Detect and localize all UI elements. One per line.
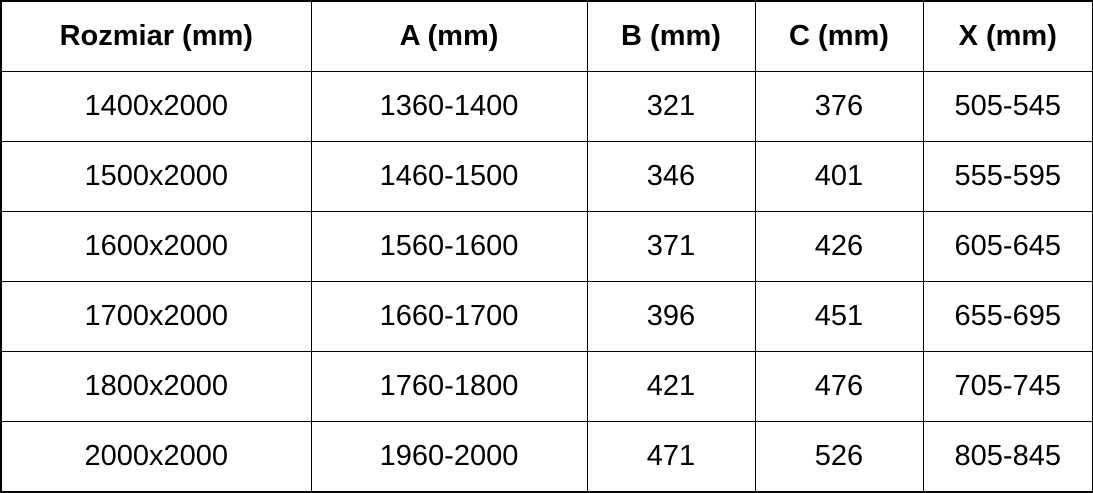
header-c: C (mm) [754, 0, 924, 72]
cell-b: 421 [586, 351, 756, 422]
table-row: 1600x2000 1560-1600 371 426 605-645 [0, 211, 1093, 282]
table-row: 2000x2000 1960-2000 471 526 805-845 [0, 421, 1093, 493]
cell-a: 1960-2000 [310, 421, 588, 493]
cell-x: 805-845 [922, 421, 1093, 493]
cell-c: 476 [754, 351, 924, 422]
cell-x: 605-645 [922, 211, 1093, 282]
header-x: X (mm) [922, 0, 1093, 72]
cell-x: 655-695 [922, 281, 1093, 352]
cell-a: 1560-1600 [310, 211, 588, 282]
cell-a: 1360-1400 [310, 71, 588, 142]
table-row: 1800x2000 1760-1800 421 476 705-745 [0, 351, 1093, 422]
cell-b: 371 [586, 211, 756, 282]
header-a: A (mm) [310, 0, 588, 72]
header-row: Rozmiar (mm) A (mm) B (mm) C (mm) X (mm) [0, 0, 1093, 72]
cell-size: 2000x2000 [0, 421, 312, 493]
cell-c: 401 [754, 141, 924, 212]
header-b: B (mm) [586, 0, 756, 72]
cell-c: 376 [754, 71, 924, 142]
cell-c: 426 [754, 211, 924, 282]
cell-b: 321 [586, 71, 756, 142]
cell-a: 1460-1500 [310, 141, 588, 212]
cell-size: 1400x2000 [0, 71, 312, 142]
table-row: 1700x2000 1660-1700 396 451 655-695 [0, 281, 1093, 352]
cell-x: 555-595 [922, 141, 1093, 212]
cell-c: 526 [754, 421, 924, 493]
header-size: Rozmiar (mm) [0, 0, 312, 72]
cell-b: 396 [586, 281, 756, 352]
cell-size: 1600x2000 [0, 211, 312, 282]
cell-b: 346 [586, 141, 756, 212]
cell-x: 505-545 [922, 71, 1093, 142]
cell-c: 451 [754, 281, 924, 352]
cell-x: 705-745 [922, 351, 1093, 422]
table-row: 1400x2000 1360-1400 321 376 505-545 [0, 71, 1093, 142]
cell-a: 1760-1800 [310, 351, 588, 422]
cell-size: 1500x2000 [0, 141, 312, 212]
cell-a: 1660-1700 [310, 281, 588, 352]
cell-size: 1800x2000 [0, 351, 312, 422]
table-row: 1500x2000 1460-1500 346 401 555-595 [0, 141, 1093, 212]
cell-size: 1700x2000 [0, 281, 312, 352]
cell-b: 471 [586, 421, 756, 493]
